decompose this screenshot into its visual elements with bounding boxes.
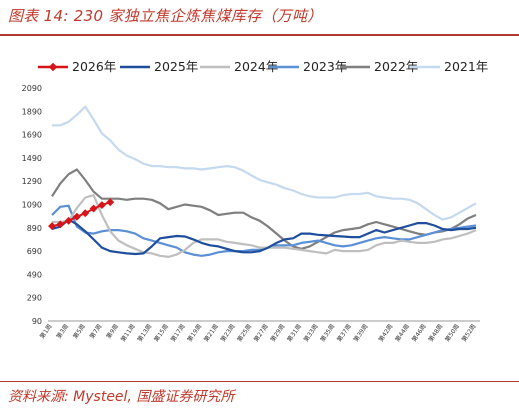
y-axis: 90 290 490 690 890 1090 1290 1490 1690 1890 2090: [22, 84, 42, 326]
series-line-2024年: [52, 194, 477, 258]
chart-legend: 2026年 2025年 2024年 2023年 2022年 2021年: [38, 59, 488, 74]
y-tick-label: 890: [27, 224, 42, 233]
legend-label-2021年: 2021年: [444, 59, 488, 74]
y-tick-label: 1490: [22, 154, 42, 163]
legend-label-2022年: 2022年: [374, 59, 418, 74]
x-tick-label: 第39周: [352, 323, 370, 344]
x-tick-label: 第15周: [152, 323, 170, 344]
x-tick-label: 第29周: [269, 323, 287, 344]
legend-marker-2026年: [48, 62, 58, 72]
data-point-2026年: [48, 222, 56, 231]
series-lines: [51, 105, 477, 258]
data-point-2026年: [81, 209, 90, 218]
title-divider: [0, 34, 519, 36]
x-tick-label: 第37周: [335, 323, 353, 344]
y-tick-label: 290: [27, 294, 42, 303]
y-tick-label: 690: [27, 247, 42, 256]
legend-label-2025年: 2025年: [154, 59, 198, 74]
x-tick-label: 第7周: [88, 323, 104, 341]
x-tick-label: 第48周: [427, 323, 445, 344]
x-tick-label: 第19周: [185, 323, 203, 344]
data-point-2026年: [72, 212, 81, 221]
x-tick-label: 第9周: [105, 323, 121, 341]
x-tick-label: 第44周: [393, 323, 411, 344]
data-point-2026年: [106, 198, 115, 207]
series-line-2021年: [52, 105, 477, 221]
series-markers: [48, 198, 115, 231]
y-tick-label: 90: [32, 317, 42, 326]
source-divider: [0, 381, 519, 382]
x-tick-label: 第35周: [318, 323, 336, 344]
x-tick-label: 第31周: [285, 323, 303, 344]
x-tick-label: 第46周: [410, 323, 428, 344]
y-tick-label: 1090: [22, 201, 42, 210]
x-tick-label: 第42周: [377, 323, 395, 344]
y-tick-label: 490: [27, 270, 42, 279]
legend-label-2024年: 2024年: [234, 59, 278, 74]
series-line-2022年: [51, 168, 477, 250]
x-tick-label: 第52周: [460, 323, 478, 344]
data-point-2026年: [64, 216, 73, 225]
y-tick-label: 2090: [22, 84, 42, 93]
x-tick-label: 第5周: [71, 323, 87, 341]
x-tick-label: 第21周: [202, 323, 220, 344]
x-axis: 第1周 第3周 第5周 第7周 第9周 第11周 第13周 第15周 第17周 第19周 第21周第…: [38, 320, 480, 344]
x-tick-label: 第23周: [219, 323, 237, 344]
x-tick-label: 第27周: [252, 323, 270, 344]
x-tick-label: 第13周: [136, 323, 154, 344]
y-tick-label: 1890: [22, 107, 42, 116]
y-tick-label: 1290: [22, 177, 42, 186]
x-tick-label: 第3周: [55, 323, 71, 341]
x-tick-label: 第17周: [169, 323, 187, 344]
legend-label-2026年: 2026年: [72, 59, 116, 74]
chart-title: 图表 14: 230 家独立焦企炼焦煤库存（万吨）: [8, 7, 323, 25]
x-tick-label: 第50周: [443, 323, 461, 344]
data-point-2026年: [89, 204, 98, 213]
line-chart: 2026年 2025年 2024年 2023年 2022年 2021年 90 290 490 6…: [22, 59, 489, 344]
y-tick-label: 1690: [22, 131, 42, 140]
source-note: 资料来源: Mysteel, 国盛证券研究所: [8, 389, 235, 405]
x-tick-label: 第11周: [119, 323, 137, 344]
series-line-2025年: [51, 218, 477, 256]
x-tick-label: 第33周: [302, 323, 320, 344]
x-tick-label: 第25周: [235, 323, 253, 344]
legend-label-2023年: 2023年: [303, 59, 347, 74]
